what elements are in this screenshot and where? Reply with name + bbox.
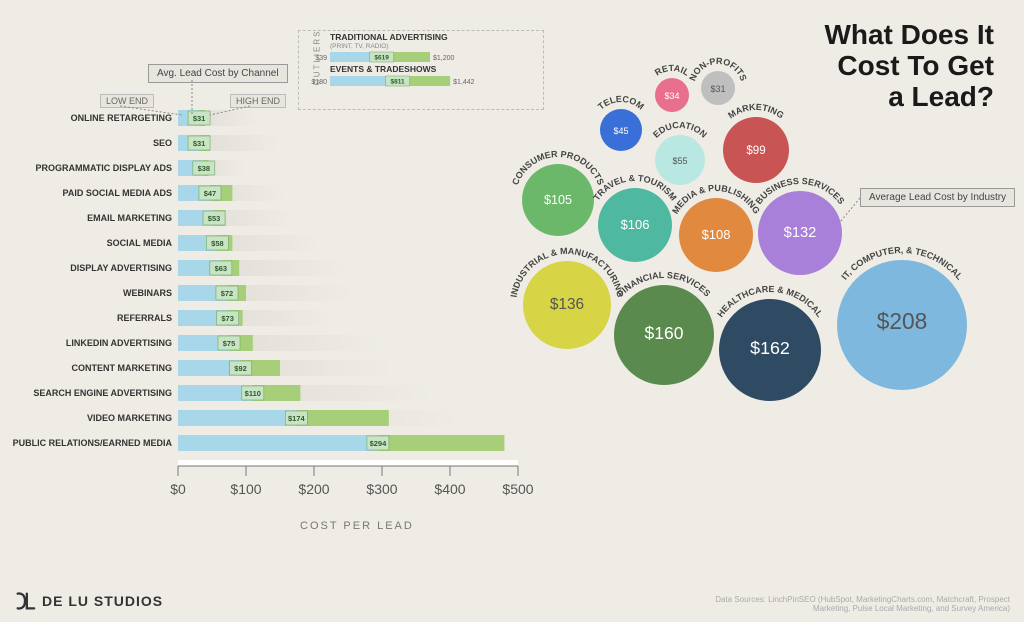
- channel-label: WEBINARS: [123, 288, 172, 298]
- svg-text:$58: $58: [211, 239, 224, 248]
- svg-text:$53: $53: [208, 214, 221, 223]
- svg-text:$73: $73: [221, 314, 234, 323]
- svg-text:$160: $160: [645, 323, 684, 343]
- channel-label: PUBLIC RELATIONS/EARNED MEDIA: [13, 438, 173, 448]
- outliers-label: OUTLIERS: [313, 29, 322, 85]
- channel-label: PROGRAMMATIC DISPLAY ADS: [35, 163, 172, 173]
- svg-text:$136: $136: [550, 296, 584, 313]
- svg-text:$174: $174: [288, 414, 306, 423]
- svg-text:$110: $110: [245, 389, 261, 398]
- svg-text:$31: $31: [710, 84, 725, 94]
- data-sources: Data Sources: LinchPinSEO (HubSpot, Mark…: [690, 595, 1010, 614]
- svg-text:$38: $38: [198, 164, 211, 173]
- svg-text:$0: $0: [170, 481, 186, 497]
- svg-text:$55: $55: [672, 156, 687, 166]
- svg-text:$34: $34: [664, 91, 679, 101]
- svg-text:$100: $100: [230, 481, 261, 497]
- channel-label: EMAIL MARKETING: [87, 213, 172, 223]
- x-axis-title: COST PER LEAD: [300, 520, 414, 532]
- svg-text:$75: $75: [223, 339, 236, 348]
- svg-text:$400: $400: [434, 481, 465, 497]
- channel-label: SEO: [153, 138, 172, 148]
- svg-text:$208: $208: [877, 308, 928, 334]
- channel-label: ONLINE RETARGETING: [71, 113, 172, 123]
- svg-text:$99: $99: [746, 145, 765, 157]
- channel-label: LINKEDIN ADVERTISING: [66, 338, 172, 348]
- logo-icon: [14, 590, 36, 612]
- channel-label: VIDEO MARKETING: [87, 413, 172, 423]
- svg-text:$106: $106: [621, 217, 650, 232]
- svg-text:$31: $31: [193, 139, 206, 148]
- svg-text:$162: $162: [750, 338, 790, 358]
- channel-label: SOCIAL MEDIA: [107, 238, 173, 248]
- svg-text:$105: $105: [544, 193, 572, 207]
- channel-label: DISPLAY ADVERTISING: [70, 263, 172, 273]
- svg-text:$45: $45: [613, 126, 628, 136]
- channel-label: PAID SOCIAL MEDIA ADS: [62, 188, 172, 198]
- svg-text:$31: $31: [193, 114, 206, 123]
- svg-text:$47: $47: [204, 189, 217, 198]
- svg-text:$63: $63: [215, 264, 228, 273]
- svg-text:RETAIL: RETAIL: [653, 63, 691, 78]
- svg-text:$132: $132: [784, 225, 817, 241]
- channel-label: REFERRALS: [117, 313, 172, 323]
- channel-label: CONTENT MARKETING: [72, 363, 173, 373]
- channel-label: SEARCH ENGINE ADVERTISING: [33, 388, 172, 398]
- svg-text:$108: $108: [702, 227, 731, 242]
- svg-text:$500: $500: [502, 481, 533, 497]
- svg-text:$200: $200: [298, 481, 329, 497]
- svg-text:$92: $92: [234, 364, 247, 373]
- logo: DE LU STUDIOS: [14, 590, 163, 612]
- logo-text: DE LU STUDIOS: [42, 593, 163, 609]
- svg-text:$72: $72: [221, 289, 234, 298]
- outliers-box: OUTLIERS: [298, 30, 544, 110]
- svg-text:$294: $294: [370, 439, 388, 448]
- svg-text:$300: $300: [366, 481, 397, 497]
